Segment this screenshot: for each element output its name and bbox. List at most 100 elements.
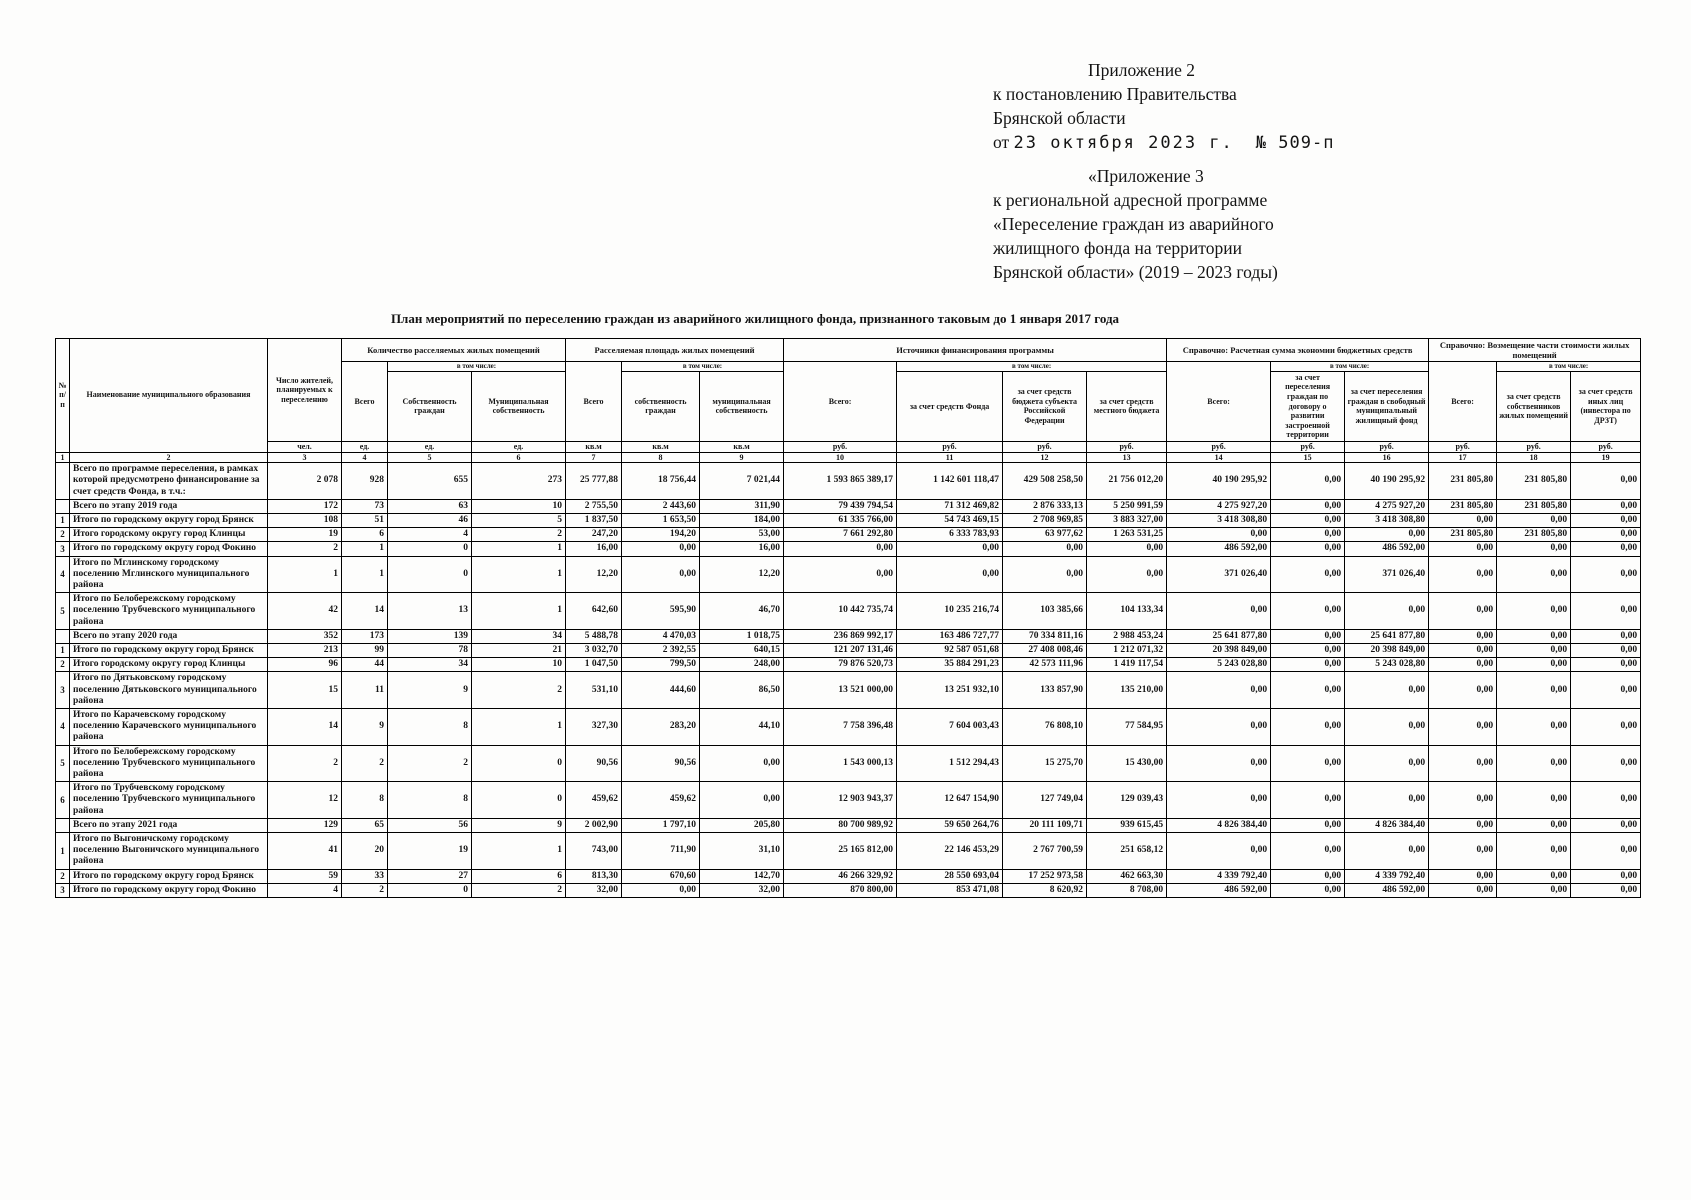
- value-cell: 4: [267, 882, 342, 899]
- date-stamp: 23 октября 2023 г.: [1013, 133, 1234, 153]
- value-cell: 0,00: [1570, 744, 1642, 783]
- header-group-dwellings: Количество расселяемых жилых помещений: [340, 337, 567, 363]
- value-cell: 0,00: [1428, 657, 1498, 673]
- value-cell: 0,00: [1270, 781, 1346, 819]
- value-cell: 251 658,12: [1086, 832, 1168, 870]
- value-cell: 0,00: [1570, 832, 1642, 870]
- municipality-name-cell: Всего по этапу 2021 года: [69, 817, 268, 834]
- value-cell: 670,60: [621, 868, 701, 884]
- municipality-name-cell: Итого по Мглинскому городскому поселению…: [69, 555, 268, 594]
- row-number-cell: 1: [55, 642, 70, 659]
- value-cell: 133 857,90: [1002, 671, 1088, 709]
- value-cell: 129 039,43: [1086, 781, 1168, 819]
- value-cell: 1 142 601 118,47: [896, 462, 1004, 500]
- header-sub-local-budget: за счет средств местного бюджета: [1086, 370, 1168, 442]
- value-cell: 28 550 693,04: [896, 868, 1004, 884]
- unit-label: руб.: [1496, 440, 1572, 453]
- value-cell: 2 988 453,24: [1086, 628, 1168, 644]
- value-cell: 40 190 295,92: [1166, 462, 1272, 500]
- municipality-name-cell: Итого по городскому округу город Брянск: [69, 868, 268, 884]
- value-cell: 0,00: [783, 541, 898, 557]
- value-cell: 0,00: [1086, 555, 1168, 594]
- header-including-label: в том числе:: [1496, 361, 1642, 372]
- column-number: 10: [783, 451, 898, 464]
- value-cell: 0,00: [621, 882, 701, 899]
- value-cell: 0,00: [1270, 527, 1346, 543]
- value-cell: 15 430,00: [1086, 744, 1168, 783]
- value-cell: 0: [387, 541, 472, 557]
- value-cell: 2: [267, 744, 342, 783]
- column-number: 6: [470, 451, 567, 464]
- value-cell: 0,00: [1496, 707, 1572, 746]
- value-cell: 2 876 333,13: [1002, 498, 1088, 514]
- value-cell: 8: [387, 707, 472, 746]
- value-cell: 18 756,44: [621, 462, 701, 500]
- value-cell: 59 650 264,76: [896, 817, 1004, 834]
- value-cell: 46: [387, 512, 472, 529]
- row-number-cell: 2: [55, 868, 70, 884]
- municipality-name-cell: Всего по этапу 2019 года: [69, 498, 268, 514]
- header-column-numbers-row: 1 2 3 4 5 6 7 8 9 10 11 12 13 14 15 16 17 18 19: [55, 451, 1642, 464]
- row-number-cell: [55, 462, 70, 500]
- value-cell: 0,00: [1270, 628, 1346, 644]
- value-cell: 0,00: [1496, 628, 1572, 644]
- value-cell: 65: [341, 817, 388, 834]
- value-cell: 0,00: [1570, 512, 1642, 529]
- value-cell: 27 408 008,46: [1002, 642, 1088, 659]
- value-cell: 7 758 396,48: [783, 707, 898, 746]
- value-cell: 0,00: [1496, 882, 1572, 899]
- header-financing-total: Всего:: [783, 361, 898, 442]
- value-cell: 0,00: [896, 555, 1004, 594]
- unit-label: руб.: [1570, 440, 1642, 453]
- value-cell: 5: [470, 512, 567, 529]
- header-sub-citizens-property: Собственность граждан: [387, 370, 472, 442]
- program-line: Брянской области» (2019 – 2023 годы): [993, 262, 1278, 282]
- value-cell: 73: [341, 498, 388, 514]
- value-cell: 0,00: [1270, 671, 1346, 709]
- value-cell: 20: [341, 832, 388, 870]
- unit-label: руб.: [1270, 440, 1346, 453]
- value-cell: 3 883 327,00: [1086, 512, 1168, 529]
- value-cell: 13: [387, 592, 472, 630]
- value-cell: 0,00: [1270, 832, 1346, 870]
- municipality-row: 5 Итого по Белобережскому городскому посе…: [55, 744, 1642, 783]
- value-cell: 31,10: [699, 832, 785, 870]
- municipality-name-cell: Итого по Выгоничскому городскому поселен…: [69, 832, 268, 870]
- value-cell: 0,00: [1270, 817, 1346, 834]
- value-cell: 5 488,78: [565, 628, 623, 644]
- municipality-name-cell: Итого по городскому округу город Фокино: [69, 882, 268, 899]
- header-group-area: Расселяемая площадь жилых помещений: [565, 337, 785, 363]
- value-cell: 40 190 295,92: [1344, 462, 1430, 500]
- value-cell: 2: [470, 882, 567, 899]
- row-number-cell: [55, 817, 70, 834]
- value-cell: 0,00: [1344, 832, 1430, 870]
- value-cell: 0,00: [1344, 744, 1430, 783]
- value-cell: 135 210,00: [1086, 671, 1168, 709]
- municipality-name-cell: Итого по Белобережскому городскому посел…: [69, 592, 268, 630]
- value-cell: 13 251 932,10: [896, 671, 1004, 709]
- value-cell: 0,00: [1496, 868, 1572, 884]
- value-cell: 5 243 028,80: [1166, 657, 1272, 673]
- municipality-name-cell: Всего по программе переселения, в рамках…: [69, 462, 268, 500]
- municipality-row: 2 Итого городскому округу город Клинцы 19 6…: [55, 527, 1642, 543]
- unit-label: руб.: [896, 440, 1004, 453]
- stage-total-row: Всего по этапу 2020 года 352 173 139 34 5 488…: [55, 628, 1642, 644]
- value-cell: 44,10: [699, 707, 785, 746]
- value-cell: 247,20: [565, 527, 623, 543]
- row-number-cell: [55, 498, 70, 514]
- header-residents: Число жителей, планируемых к переселению: [267, 338, 342, 442]
- municipality-row: 2 Итого городскому округу город Клинцы 96 4…: [55, 657, 1642, 673]
- value-cell: 0,00: [1428, 817, 1498, 834]
- value-cell: 595,90: [621, 592, 701, 630]
- column-number: 19: [1570, 451, 1642, 464]
- row-number-cell: 4: [55, 707, 70, 746]
- value-cell: 0,00: [1270, 498, 1346, 514]
- unit-label: кв.м: [565, 440, 623, 453]
- header-municipality: Наименование муниципального образования: [69, 338, 268, 453]
- program-line: к региональной адресной программе: [993, 190, 1268, 210]
- value-cell: 1 543 000,13: [783, 744, 898, 783]
- header-row-number: № п/п: [55, 338, 70, 453]
- value-cell: 0: [387, 882, 472, 899]
- value-cell: 0,00: [1570, 541, 1642, 557]
- value-cell: 2: [341, 744, 388, 783]
